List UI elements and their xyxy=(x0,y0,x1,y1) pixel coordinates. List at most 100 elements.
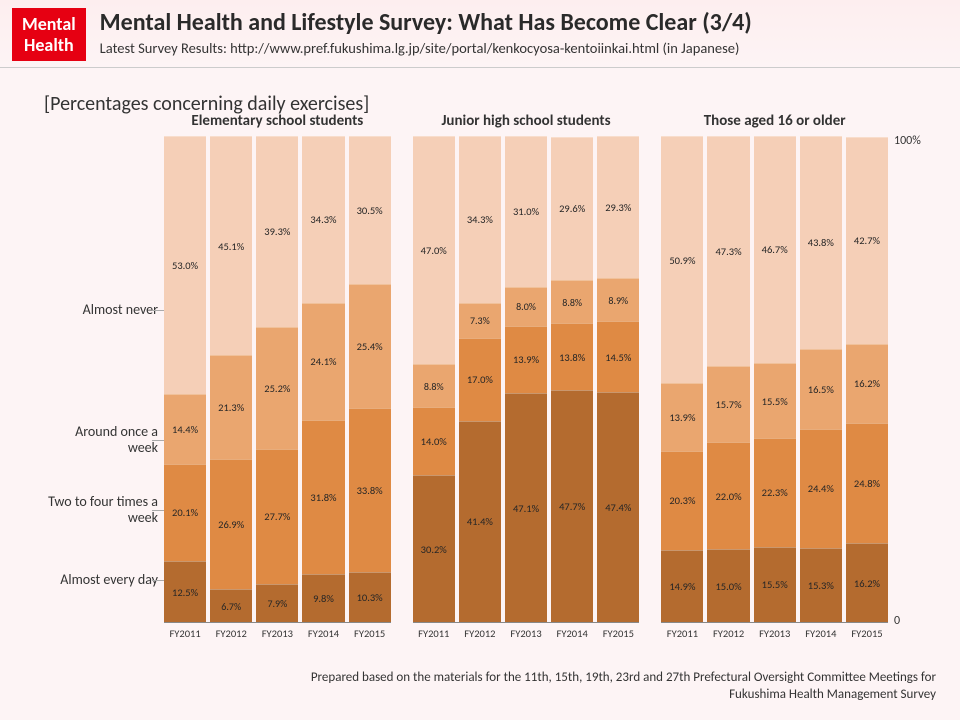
bar-segment-once: 8.9% xyxy=(597,278,639,321)
segment-value: 15.0% xyxy=(715,580,741,593)
segment-value: 46.7% xyxy=(762,243,788,256)
segment-value: 50.9% xyxy=(669,254,695,267)
y-tick-bottom: 0 xyxy=(894,614,900,628)
x-label: FY2012 xyxy=(210,627,252,640)
segment-value: 42.7% xyxy=(854,234,880,247)
title-block: Mental Health and Lifestyle Survey: What… xyxy=(100,8,948,57)
bar-segment-two_four: 22.0% xyxy=(707,442,749,549)
x-label: FY2013 xyxy=(505,627,547,640)
bar-segment-every: 15.3% xyxy=(800,548,842,622)
segment-value: 13.8% xyxy=(559,351,585,364)
bar-segment-never: 47.0% xyxy=(413,136,455,364)
segment-value: 13.9% xyxy=(669,411,695,424)
segment-value: 41.4% xyxy=(467,515,493,528)
segment-value: 16.2% xyxy=(854,577,880,590)
segment-value: 21.3% xyxy=(218,401,244,414)
section-title: [Percentages concerning daily exercises] xyxy=(0,68,960,116)
x-labels: FY2011FY2012FY2013FY2014FY2015 xyxy=(413,627,640,640)
stacked-bar: 7.9%27.7%25.2% 39.3% xyxy=(256,136,298,622)
segment-value: 10.3% xyxy=(357,591,383,604)
segment-value: 30.2% xyxy=(421,543,447,556)
segment-value: 24.4% xyxy=(808,482,834,495)
legend-label-every: Almost every day xyxy=(60,572,158,588)
segment-value: 33.8% xyxy=(357,484,383,497)
segment-value: 26.9% xyxy=(218,518,244,531)
x-label: FY2011 xyxy=(661,627,703,640)
segment-value: 14.5% xyxy=(605,351,631,364)
segment-value: 20.3% xyxy=(669,494,695,507)
stacked-bar: 15.0%22.0%15.7%47.3% xyxy=(707,136,749,622)
bar-segment-never: 43.8% xyxy=(800,136,842,349)
bar-segment-every: 7.9% xyxy=(256,584,298,622)
bar-segment-never: 45.1% xyxy=(210,136,252,355)
bar-segment-two_four: 13.9% xyxy=(505,326,547,394)
x-label: FY2015 xyxy=(349,627,391,640)
x-label: FY2015 xyxy=(846,627,888,640)
legend-label-two_four: Two to four times a week xyxy=(44,494,158,526)
stacked-bar: 30.2% 14.0% 8.8% 47.0% xyxy=(413,136,455,622)
segment-value: 47.3% xyxy=(715,245,741,258)
bar-segment-every: 10.3% xyxy=(349,572,391,622)
group-title: Junior high school students xyxy=(413,112,640,136)
badge-line2: Health xyxy=(22,35,76,56)
segment-value: 43.8% xyxy=(808,236,834,249)
bar-segment-once: 7.3% xyxy=(459,303,501,338)
chart-area: Almost neverAround once a weekTwo to fou… xyxy=(44,140,932,640)
segment-value: 8.0% xyxy=(516,300,536,313)
segment-value: 47.0% xyxy=(421,244,447,257)
segment-value: 14.9% xyxy=(669,580,695,593)
bar-segment-two_four: 14.5% xyxy=(597,321,639,391)
footer-line2: Fukushima Health Management Survey xyxy=(311,687,936,704)
bar-segment-every: 15.5% xyxy=(754,547,796,622)
segment-value: 22.0% xyxy=(715,490,741,503)
stacked-bar: 9.8%31.8%24.1%34.3% xyxy=(302,136,344,622)
bar-segment-once: 16.2% xyxy=(846,344,888,423)
x-label: FY2014 xyxy=(800,627,842,640)
x-labels: FY2011FY2012FY2013FY2014FY2015 xyxy=(661,627,888,640)
bar-segment-two_four: 17.0% xyxy=(459,338,501,421)
bar-segment-every: 47.1% xyxy=(505,393,547,622)
x-label: FY2014 xyxy=(551,627,593,640)
bar-segment-once: 25.4% xyxy=(349,284,391,407)
footer-source: Prepared based on the materials for the … xyxy=(311,670,936,704)
bar-segment-two_four: 27.7% xyxy=(256,449,298,583)
group-title: Elementary school students xyxy=(164,112,391,136)
segment-value: 24.1% xyxy=(310,355,336,368)
segment-value: 14.0% xyxy=(421,435,447,448)
segment-value: 47.1% xyxy=(513,502,539,515)
x-label: FY2014 xyxy=(302,627,344,640)
stacked-bar: 15.5%22.3%15.5%46.7% xyxy=(754,136,796,622)
bar-segment-two_four: 20.1% xyxy=(164,464,206,562)
segment-value: 8.8% xyxy=(424,380,444,393)
x-label: FY2013 xyxy=(256,627,298,640)
segment-value: 25.4% xyxy=(357,340,383,353)
stacked-bar: 16.2% 24.8% 16.2% 42.7% xyxy=(846,136,888,622)
chart-group: Junior high school students30.2%14.0%8.8… xyxy=(413,140,640,640)
segment-value: 20.1% xyxy=(172,506,198,519)
bar-segment-two_four: 14.0% xyxy=(413,407,455,475)
x-labels: FY2011FY2012FY2013FY2014FY2015 xyxy=(164,627,391,640)
bar-segment-two_four: 24.8% xyxy=(846,423,888,544)
stacked-bar: 12.5%20.1%14.4%53.0% xyxy=(164,136,206,622)
segment-value: 15.5% xyxy=(762,578,788,591)
stacked-bar: 15.3%24.4%16.5%43.8% xyxy=(800,136,842,622)
bar-segment-never: 50.9% xyxy=(661,136,703,383)
bar-segment-two_four: 20.3% xyxy=(661,451,703,550)
bar-segment-never: 42.7% xyxy=(846,137,888,345)
bar-segment-every: 47.4% xyxy=(597,392,639,622)
bar-segment-once: 15.5% xyxy=(754,363,796,438)
stacked-bar: 47.7%13.8%8.8%29.6% xyxy=(551,136,593,622)
bar-segment-every: 6.7% xyxy=(210,589,252,622)
bar-segment-never: 47.3% xyxy=(707,136,749,366)
bars-row: 14.9%20.3%13.9%50.9%15.0%22.0%15.7%47.3%… xyxy=(661,136,888,623)
x-label: FY2013 xyxy=(754,627,796,640)
bar-segment-every: 9.8% xyxy=(302,574,344,622)
bar-segment-never: 29.3% xyxy=(597,136,639,278)
page-subtitle: Latest Survey Results: http://www.pref.f… xyxy=(100,39,948,57)
legend-label-once: Around once a week xyxy=(44,424,158,456)
stacked-bar: 10.3%33.8%25.4%30.5% xyxy=(349,136,391,622)
bar-segment-once: 25.2% xyxy=(256,327,298,449)
segment-value: 16.2% xyxy=(854,377,880,390)
bar-segment-every: 15.0% xyxy=(707,549,749,622)
segment-value: 39.3% xyxy=(264,225,290,238)
